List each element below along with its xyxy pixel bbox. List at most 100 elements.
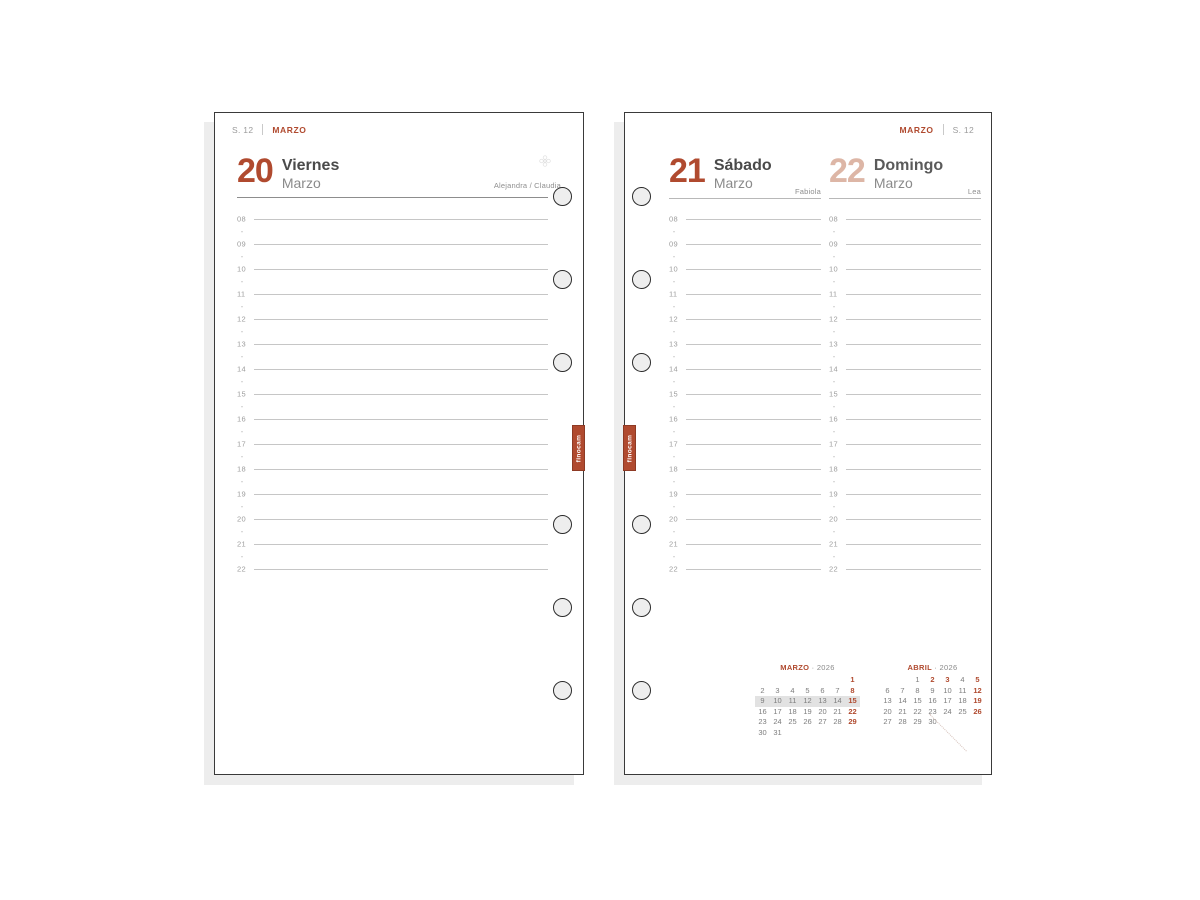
half-hour-row[interactable] bbox=[829, 276, 981, 289]
half-hour-row[interactable] bbox=[669, 351, 821, 364]
hour-row[interactable]: 22 bbox=[237, 563, 548, 576]
half-hour-row[interactable] bbox=[237, 526, 548, 539]
hour-row[interactable]: 13 bbox=[237, 338, 548, 351]
hour-row[interactable]: 15 bbox=[669, 388, 821, 401]
half-hour-row[interactable] bbox=[669, 226, 821, 239]
half-hour-row[interactable] bbox=[829, 451, 981, 464]
half-hour-row[interactable] bbox=[237, 451, 548, 464]
hour-row[interactable]: 20 bbox=[669, 513, 821, 526]
half-hour-row[interactable] bbox=[669, 501, 821, 514]
half-hour-row[interactable] bbox=[237, 251, 548, 264]
hour-row[interactable]: 13 bbox=[669, 338, 821, 351]
hour-grid-left[interactable]: 08 09 10 11 12 13 14 15 16 17 18 19 20 21 22 bbox=[237, 213, 548, 576]
half-hour-row[interactable] bbox=[829, 326, 981, 339]
hour-row[interactable]: 20 bbox=[237, 513, 548, 526]
hour-row[interactable]: 11 bbox=[237, 288, 548, 301]
half-hour-row[interactable] bbox=[669, 451, 821, 464]
hour-label: 21 bbox=[829, 539, 838, 549]
half-hour-line bbox=[846, 282, 981, 283]
half-hour-row[interactable] bbox=[237, 476, 548, 489]
half-hour-row[interactable] bbox=[669, 426, 821, 439]
half-hour-row[interactable] bbox=[237, 401, 548, 414]
hour-row[interactable]: 18 bbox=[829, 463, 981, 476]
half-hour-dot bbox=[833, 381, 835, 383]
hour-row[interactable]: 21 bbox=[829, 538, 981, 551]
half-hour-row[interactable] bbox=[669, 276, 821, 289]
half-hour-row[interactable] bbox=[237, 551, 548, 564]
hour-line bbox=[254, 244, 548, 246]
hour-label: 22 bbox=[237, 564, 246, 574]
hour-row[interactable]: 12 bbox=[829, 313, 981, 326]
hour-row[interactable]: 22 bbox=[829, 563, 981, 576]
hour-grid-saturday[interactable]: 08 09 10 11 12 13 14 15 16 17 18 19 20 21 22 bbox=[669, 213, 821, 576]
hour-row[interactable]: 08 bbox=[829, 213, 981, 226]
hour-row[interactable]: 18 bbox=[237, 463, 548, 476]
hour-row[interactable]: 09 bbox=[669, 238, 821, 251]
hour-row[interactable]: 11 bbox=[829, 288, 981, 301]
hour-row[interactable]: 19 bbox=[829, 488, 981, 501]
half-hour-row[interactable] bbox=[669, 526, 821, 539]
hour-row[interactable]: 08 bbox=[237, 213, 548, 226]
half-hour-row[interactable] bbox=[669, 251, 821, 264]
half-hour-row[interactable] bbox=[669, 301, 821, 314]
hour-grid-sunday[interactable]: 08 09 10 11 12 13 14 15 16 17 18 19 20 21 22 bbox=[829, 213, 981, 576]
hour-row[interactable]: 16 bbox=[237, 413, 548, 426]
half-hour-row[interactable] bbox=[669, 401, 821, 414]
half-hour-dot bbox=[833, 306, 835, 308]
half-hour-row[interactable] bbox=[669, 551, 821, 564]
hour-row[interactable]: 12 bbox=[669, 313, 821, 326]
hour-row[interactable]: 15 bbox=[237, 388, 548, 401]
hour-row[interactable]: 14 bbox=[237, 363, 548, 376]
hour-row[interactable]: 14 bbox=[669, 363, 821, 376]
hour-row[interactable]: 15 bbox=[829, 388, 981, 401]
half-hour-row[interactable] bbox=[237, 326, 548, 339]
half-hour-row[interactable] bbox=[829, 226, 981, 239]
half-hour-row[interactable] bbox=[829, 301, 981, 314]
hour-row[interactable]: 16 bbox=[669, 413, 821, 426]
hour-row[interactable]: 16 bbox=[829, 413, 981, 426]
hour-row[interactable]: 22 bbox=[669, 563, 821, 576]
half-hour-row[interactable] bbox=[829, 526, 981, 539]
hour-row[interactable]: 17 bbox=[237, 438, 548, 451]
hour-row[interactable]: 21 bbox=[669, 538, 821, 551]
minical-day: 7 bbox=[900, 685, 905, 695]
half-hour-row[interactable] bbox=[237, 301, 548, 314]
half-hour-row[interactable] bbox=[669, 326, 821, 339]
half-hour-row[interactable] bbox=[829, 426, 981, 439]
half-hour-row[interactable] bbox=[237, 501, 548, 514]
hour-row[interactable]: 18 bbox=[669, 463, 821, 476]
hour-row[interactable]: 10 bbox=[237, 263, 548, 276]
half-hour-row[interactable] bbox=[829, 351, 981, 364]
hour-row[interactable]: 10 bbox=[829, 263, 981, 276]
mini-calendars[interactable]: MARZO · 2026 1 2 3 4 5 6 7 8 9 10 11 12 13 14 15 16 17 18… bbox=[755, 663, 985, 738]
hour-row[interactable]: 19 bbox=[669, 488, 821, 501]
hour-row[interactable]: 20 bbox=[829, 513, 981, 526]
half-hour-row[interactable] bbox=[237, 351, 548, 364]
hour-row[interactable]: 14 bbox=[829, 363, 981, 376]
hour-row[interactable]: 09 bbox=[237, 238, 548, 251]
half-hour-row[interactable] bbox=[237, 426, 548, 439]
half-hour-row[interactable] bbox=[829, 376, 981, 389]
half-hour-row[interactable] bbox=[829, 476, 981, 489]
hour-label: 20 bbox=[669, 514, 678, 524]
hour-row[interactable]: 17 bbox=[829, 438, 981, 451]
day-name: Sábado bbox=[713, 157, 772, 174]
hour-row[interactable]: 09 bbox=[829, 238, 981, 251]
hour-row[interactable]: 21 bbox=[237, 538, 548, 551]
half-hour-row[interactable] bbox=[829, 401, 981, 414]
half-hour-row[interactable] bbox=[829, 251, 981, 264]
hour-row[interactable]: 11 bbox=[669, 288, 821, 301]
half-hour-row[interactable] bbox=[829, 551, 981, 564]
half-hour-row[interactable] bbox=[237, 226, 548, 239]
half-hour-row[interactable] bbox=[829, 501, 981, 514]
half-hour-row[interactable] bbox=[669, 376, 821, 389]
half-hour-row[interactable] bbox=[669, 476, 821, 489]
hour-row[interactable]: 17 bbox=[669, 438, 821, 451]
hour-row[interactable]: 13 bbox=[829, 338, 981, 351]
half-hour-row[interactable] bbox=[237, 376, 548, 389]
hour-row[interactable]: 19 bbox=[237, 488, 548, 501]
hour-row[interactable]: 12 bbox=[237, 313, 548, 326]
half-hour-row[interactable] bbox=[237, 276, 548, 289]
hour-row[interactable]: 08 bbox=[669, 213, 821, 226]
hour-row[interactable]: 10 bbox=[669, 263, 821, 276]
